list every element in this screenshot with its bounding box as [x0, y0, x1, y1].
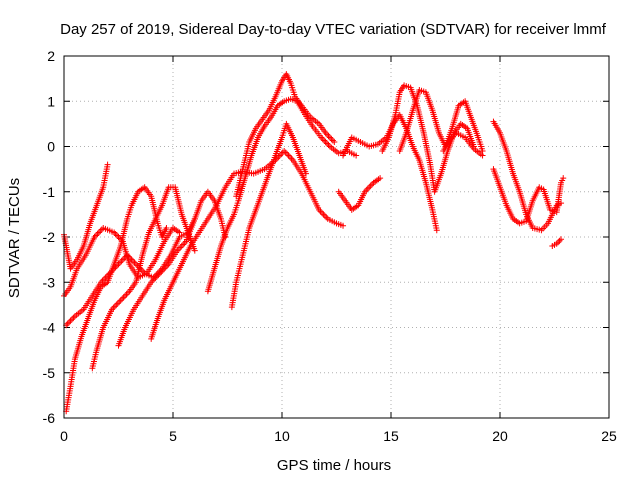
data-point-marker: [113, 301, 120, 308]
data-point-marker: [123, 291, 130, 298]
y-tick-label: 2: [47, 48, 55, 64]
data-point-marker: [323, 214, 330, 221]
data-point-marker: [117, 297, 124, 304]
series-arc8: [204, 95, 360, 295]
data-point-marker: [560, 175, 567, 182]
y-tick-label: -4: [43, 320, 56, 336]
data-point-marker: [67, 317, 74, 324]
series-arc7: [148, 148, 347, 342]
data-point-marker: [319, 135, 326, 142]
data-point-marker: [178, 243, 185, 250]
data-point-marker: [180, 241, 187, 248]
series-arc15: [440, 129, 486, 159]
series-arc18: [549, 236, 565, 250]
data-point-marker: [324, 131, 331, 138]
data-point-marker: [555, 239, 562, 246]
data-point-marker: [367, 182, 374, 189]
data-point-marker: [558, 200, 565, 207]
data-point-marker: [479, 152, 486, 159]
x-tick-label: 15: [383, 428, 399, 444]
series-arc5: [89, 184, 198, 372]
y-tick-label: -6: [43, 410, 56, 426]
data-point-marker: [95, 229, 102, 236]
data-point-marker: [286, 154, 293, 161]
data-point-marker: [364, 185, 371, 192]
data-point-marker: [66, 319, 73, 326]
data-point-marker: [325, 132, 332, 139]
chart-title: Day 257 of 2019, Sidereal Day-to-day VTE…: [60, 21, 607, 38]
series-arc9: [228, 120, 309, 311]
data-point-marker: [115, 234, 122, 240]
series-arc6: [115, 188, 229, 349]
x-axis-label: GPS time / hours: [277, 457, 391, 474]
data-point-marker: [124, 252, 131, 259]
data-point-marker: [116, 298, 123, 305]
data-point-marker: [302, 170, 309, 177]
data-point-marker: [556, 237, 563, 244]
y-tick-label: -2: [43, 229, 56, 245]
y-tick-label: 0: [47, 139, 55, 155]
data-point-marker: [131, 259, 138, 266]
data-point-marker: [163, 224, 170, 231]
data-point-marker: [114, 232, 121, 239]
x-tick-label: 10: [274, 428, 290, 444]
data-point-marker: [70, 314, 77, 321]
data-point-marker: [191, 247, 198, 254]
data-point-marker: [120, 294, 127, 301]
data-point-marker: [318, 209, 325, 216]
data-point-marker: [321, 137, 328, 144]
data-point-marker: [64, 320, 71, 327]
data-point-marker: [558, 236, 565, 243]
data-point-marker: [124, 289, 131, 296]
data-point-marker: [114, 300, 121, 307]
y-tick-label: -5: [43, 365, 56, 381]
data-point-marker: [324, 140, 331, 147]
data-point-marker: [284, 151, 291, 158]
y-tick-label: -3: [43, 274, 56, 290]
data-point-marker: [326, 134, 333, 141]
data-point-marker: [119, 295, 126, 302]
series-arc10: [233, 71, 338, 200]
data-point-marker: [366, 184, 373, 191]
data-point-marker: [122, 292, 129, 299]
data-point-marker: [320, 211, 327, 218]
x-tick-label: 0: [60, 428, 68, 444]
series-arc14: [396, 86, 486, 155]
data-point-marker: [331, 138, 338, 145]
y-axis-label: SDTVAR / TECUs: [6, 178, 23, 298]
data-point-marker: [328, 135, 335, 142]
data-points: [61, 71, 567, 415]
axis-ticks: 0 5 10 15 20 25 -6 -5 -4 -3 -2 -1 0 1 2: [43, 48, 617, 444]
series-arc12: [340, 111, 440, 234]
data-point-marker: [353, 152, 360, 159]
x-tick-label: 20: [492, 428, 508, 444]
data-point-marker: [433, 227, 440, 234]
data-point-marker: [104, 161, 111, 168]
data-point-marker: [340, 222, 347, 229]
series-arc4: [63, 184, 170, 415]
data-point-marker: [118, 258, 125, 265]
data-point-marker: [285, 152, 292, 159]
data-point-marker: [329, 137, 336, 144]
series-arc17: [490, 166, 567, 227]
data-point-marker: [325, 141, 332, 148]
x-tick-label: 25: [601, 428, 617, 444]
data-point-marker: [321, 212, 328, 219]
x-tick-label: 5: [169, 428, 177, 444]
data-point-marker: [111, 303, 118, 310]
data-point-marker: [369, 181, 376, 188]
data-point-marker: [132, 261, 139, 268]
data-point-marker: [377, 175, 384, 182]
plot-frame: [63, 55, 610, 419]
series-arc11: [335, 175, 384, 213]
y-tick-label: 1: [47, 93, 55, 109]
data-point-marker: [68, 316, 75, 323]
data-point-marker: [282, 149, 289, 156]
y-tick-label: -1: [43, 184, 56, 200]
data-point-marker: [288, 155, 295, 162]
data-point-marker: [322, 138, 329, 145]
data-point-marker: [94, 230, 101, 237]
data-point-marker: [98, 226, 105, 233]
